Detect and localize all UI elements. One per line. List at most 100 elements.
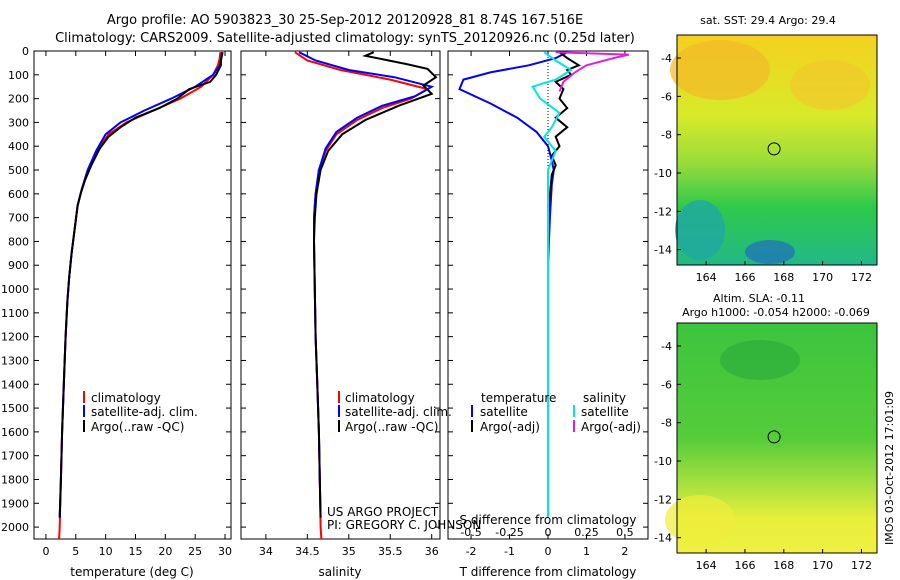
- difference-x-tick-label: 1: [583, 545, 590, 558]
- map-latitude-tick-label: -6: [661, 378, 672, 391]
- sla-map-title-line1: Altim. SLA: -0.11: [713, 292, 805, 305]
- depth-tick-label: 1700: [1, 450, 29, 463]
- difference-series: [458, 51, 630, 518]
- argo-location-marker: [767, 142, 781, 156]
- legend-label-temp-satellite: satellite: [480, 405, 528, 419]
- map-latitude-tick-label: -10: [654, 167, 672, 180]
- depth-tick-label: 1600: [1, 426, 29, 439]
- difference-x-label: T difference from climatology: [459, 565, 637, 579]
- sla-map-frame: [676, 322, 878, 554]
- legend-label-argo: Argo(..raw -QC): [345, 420, 438, 434]
- map-latitude-tick-label: -6: [661, 90, 672, 103]
- map-longitude-tick-label: 168: [773, 271, 794, 284]
- sst-map: [670, 34, 878, 266]
- sla-map-axes: 164 166 168 170 172 -4 -6 -8 -10 -12 -14: [654, 340, 872, 572]
- sst-cool-patch: [745, 240, 795, 264]
- map-longitude-tick-label: 172: [851, 559, 872, 572]
- depth-tick-label: 0: [22, 45, 29, 58]
- difference-legend: temperature salinity satellite Argo(-adj…: [471, 391, 641, 434]
- figure-title-line1: Argo profile: AO 5903823_30 25-Sep-2012 …: [107, 13, 583, 28]
- map-latitude-tick-label: -4: [661, 340, 672, 353]
- series-line-satellite: [458, 51, 568, 518]
- map-longitude-tick-label: 166: [734, 271, 755, 284]
- series-line-satellite-adj-clim-: [58, 52, 223, 518]
- legend-label-sal-satellite: satellite: [581, 405, 629, 419]
- salinity-difference-tick-label: -0.5: [460, 526, 481, 539]
- depth-tick-label: 100: [8, 69, 29, 82]
- map-longitude-tick-label: 172: [851, 271, 872, 284]
- depth-tick-label: 1000: [1, 283, 29, 296]
- depth-tick-label: 1800: [1, 473, 29, 486]
- temperature-series: [58, 51, 224, 540]
- temperature-x-axis: 0 5 10 15 20 25 30: [42, 51, 232, 558]
- depth-tick-label: 400: [8, 140, 29, 153]
- depth-tick-label: 2000: [1, 521, 29, 534]
- salinity-difference-tick-label: -0.25: [495, 526, 523, 539]
- project-label: US ARGO PROJECT: [327, 505, 439, 519]
- temperature-plot-frame: [33, 50, 232, 540]
- map-longitude-tick-label: 164: [696, 559, 717, 572]
- series-line-argo-raw-qc-: [312, 51, 438, 518]
- depth-tick-label: 900: [8, 259, 29, 272]
- salinity-x-tick-label: 35.5: [378, 545, 403, 558]
- sst-warm-patch: [790, 60, 870, 110]
- series-line-argo-adj-: [555, 51, 630, 92]
- sla-high-patch: [665, 495, 735, 545]
- depth-tick-label: 1300: [1, 354, 29, 367]
- temperature-x-tick-label: 10: [99, 545, 113, 558]
- legend-label-sal-argo: Argo(-adj): [581, 420, 641, 434]
- legend-label-temp-argo: Argo(-adj): [480, 420, 540, 434]
- salinity-x-axis: 34 34.5 35 35.5 36: [259, 51, 439, 558]
- salinity-difference-tick-label: 0: [545, 526, 552, 539]
- sst-warm-patch: [670, 40, 770, 100]
- temperature-x-tick-label: 25: [188, 545, 202, 558]
- difference-x-tick-label: 2: [621, 545, 628, 558]
- map-latitude-tick-label: -14: [654, 532, 672, 545]
- salinity-difference-tick-label: 0.5: [616, 526, 634, 539]
- depth-tick-label: 1400: [1, 378, 29, 391]
- sst-cool-patch: [675, 200, 725, 260]
- pi-label: PI: GREGORY C. JOHNSON: [327, 518, 481, 532]
- temperature-x-tick-label: 15: [128, 545, 142, 558]
- map-latitude-tick-label: -8: [661, 417, 672, 430]
- legend-label-satellite: satellite-adj. clim.: [345, 405, 452, 419]
- temperature-x-tick-label: 0: [42, 545, 49, 558]
- salinity-difference-tick-label: 0.25: [574, 526, 599, 539]
- difference-x-tick-label: 0: [545, 545, 552, 558]
- depth-tick-label: 800: [8, 235, 29, 248]
- sla-map-title-line2: Argo h1000: -0.054 h2000: -0.069: [682, 306, 870, 319]
- map-latitude-tick-label: -14: [654, 244, 672, 257]
- map-latitude-tick-label: -10: [654, 455, 672, 468]
- difference-x-label-top: S difference from climatology: [460, 513, 637, 527]
- legend-label-climatology: climatology: [345, 391, 415, 405]
- difference-x-tick-label: -1: [504, 545, 515, 558]
- depth-tick-label: 700: [8, 212, 29, 225]
- series-line-argo-adj-: [547, 51, 581, 518]
- figure-title-line2: Climatology: CARS2009. Satellite-adjuste…: [55, 31, 635, 46]
- depth-tick-label: 1100: [1, 307, 29, 320]
- map-longitude-tick-label: 168: [773, 559, 794, 572]
- map-longitude-tick-label: 166: [734, 559, 755, 572]
- depth-tick-label: 1200: [1, 331, 29, 344]
- salinity-plot-frame: [240, 50, 441, 540]
- map-longitude-tick-label: 164: [696, 271, 717, 284]
- temperature-x-tick-label: 30: [218, 545, 232, 558]
- legend-label-climatology: climatology: [91, 391, 161, 405]
- depth-tick-label: 1900: [1, 497, 29, 510]
- sla-low-patch: [720, 340, 800, 380]
- legend-title-temperature: temperature: [481, 391, 556, 405]
- temperature-x-tick-label: 20: [158, 545, 172, 558]
- series-line-climatology: [58, 52, 222, 540]
- sst-map-axes: 164 166 168 170 172 -4 -6 -8 -10 -12 -14: [654, 52, 872, 284]
- temperature-x-tick-label: 5: [72, 545, 79, 558]
- series-line-satellite: [531, 51, 573, 518]
- map-latitude-tick-label: -4: [661, 52, 672, 65]
- temperature-y-axis: 0 100 200 300 400 500 600 700 800 900 1000 1100 1200…: [1, 45, 648, 534]
- sst-map-title: sat. SST: 29.4 Argo: 29.4: [700, 14, 836, 27]
- map-latitude-tick-label: -12: [654, 493, 672, 506]
- difference-x-axis: -2 -1 0 1 2 -0.5 -0.25 0 0.25 0.5: [460, 51, 634, 558]
- depth-tick-label: 1500: [1, 402, 29, 415]
- map-longitude-tick-label: 170: [812, 559, 833, 572]
- difference-x-tick-label: -2: [466, 545, 477, 558]
